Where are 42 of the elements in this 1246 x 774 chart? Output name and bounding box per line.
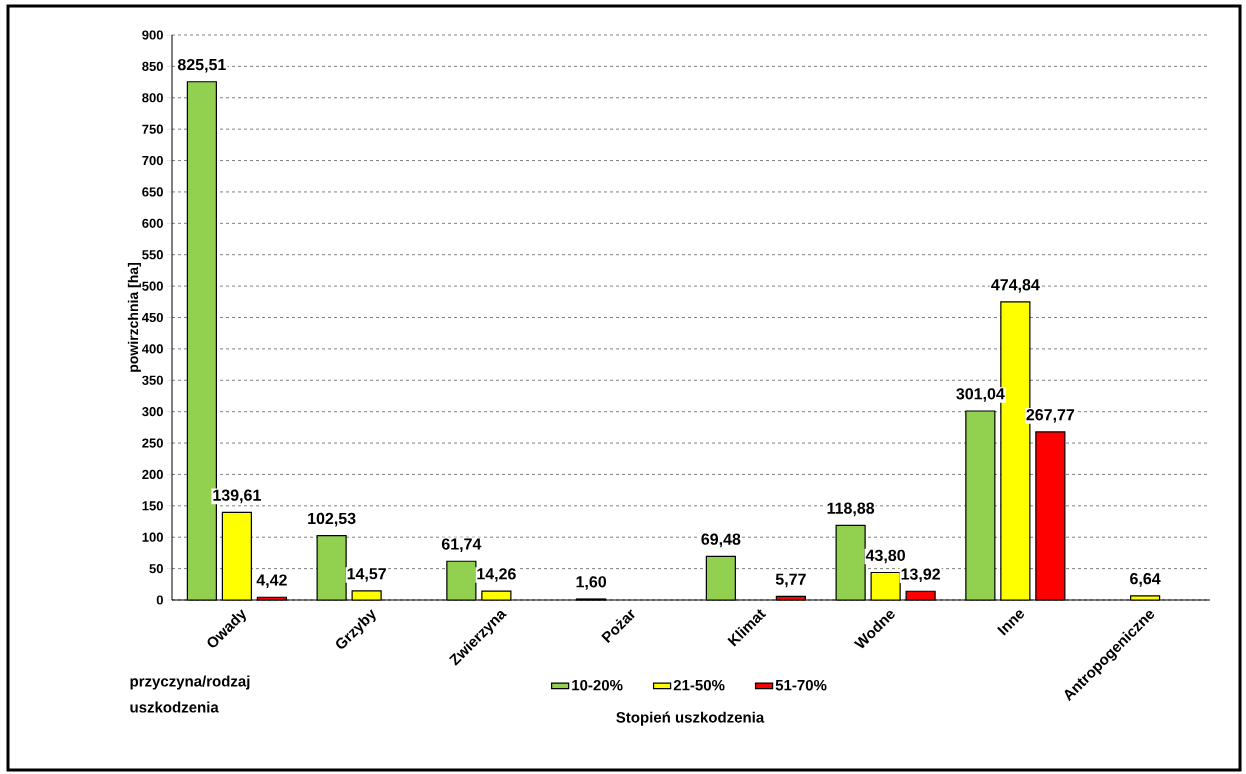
y-tick-label: 50: [149, 564, 163, 574]
y-tick-label: 750: [142, 124, 163, 134]
legend-label: 10-20%: [572, 679, 623, 691]
data-label: 825,51: [177, 58, 226, 73]
y-tick-label: 350: [142, 375, 163, 385]
data-label: 118,88: [827, 502, 875, 517]
y-axis-title: powirzchnia [ha]: [127, 263, 141, 372]
data-label: 14,26: [477, 568, 516, 582]
y-tick-label: 700: [142, 155, 163, 166]
data-label: 43,80: [865, 549, 905, 564]
data-label: 1,60: [576, 576, 607, 590]
y-tick-label: 100: [142, 532, 163, 542]
y-tick-label: 650: [142, 187, 163, 197]
data-label: 139,61: [213, 489, 261, 504]
data-label: 69,48: [701, 533, 741, 548]
data-label: 474,84: [991, 279, 1040, 293]
y-tick-label: 550: [142, 250, 163, 260]
y-tick-label: 400: [141, 344, 163, 354]
y-tick-label: 500: [142, 281, 163, 291]
y-tick-label: 250: [142, 438, 163, 448]
y-tick-label: 850: [142, 61, 163, 71]
legend-label: 51-70%: [775, 679, 827, 691]
data-label: 102,53: [308, 512, 356, 527]
data-label: 61,74: [441, 538, 482, 553]
data-label: 14,57: [347, 568, 386, 582]
y-tick-label: 0: [156, 595, 163, 605]
y-tick-label: 200: [142, 469, 163, 480]
data-label: 13,92: [901, 568, 940, 583]
data-label: 5,77: [775, 573, 806, 588]
x-axis-title: przyczyna/rodzaj uszkodzenia: [130, 675, 250, 713]
y-tick-label: 900: [142, 30, 163, 40]
legend-label: 21-50%: [673, 679, 725, 691]
legend-title: Stopień uszkodzenia: [616, 711, 765, 726]
data-label: 301,04: [956, 388, 1005, 402]
data-label: 4,42: [256, 574, 287, 589]
data-label: 267,77: [1026, 409, 1075, 423]
y-tick-label: 800: [142, 93, 163, 103]
y-tick-label: 450: [141, 312, 163, 323]
y-tick-label: 300: [142, 407, 163, 417]
y-tick-label: 150: [142, 501, 163, 511]
data-label: 6,64: [1130, 572, 1161, 587]
y-tick-label: 600: [142, 218, 163, 228]
